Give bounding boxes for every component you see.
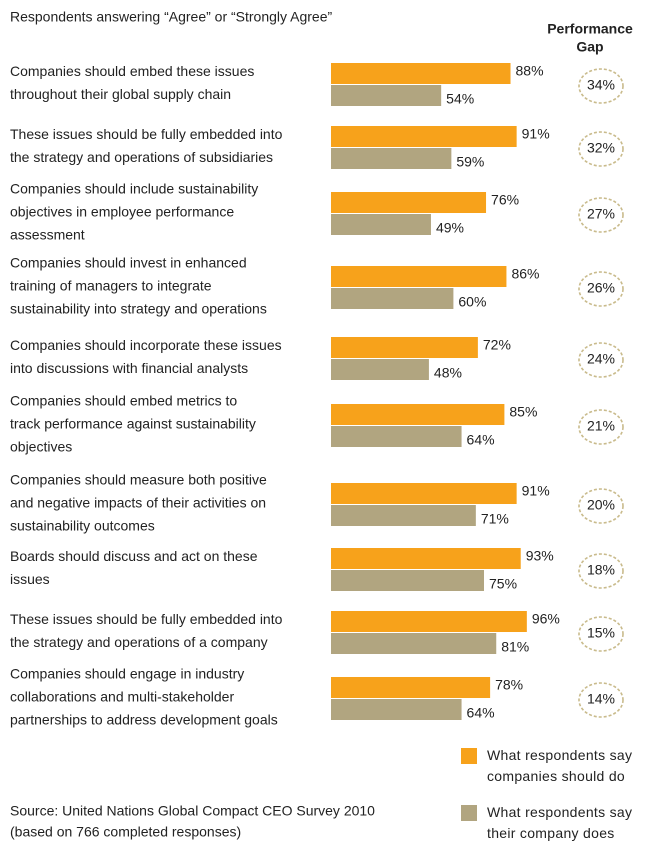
bar [331, 214, 431, 235]
gap-label: 32% [587, 140, 615, 156]
category-label: Companies should measure both positive [10, 472, 267, 488]
category-label: issues [10, 571, 50, 587]
bar [331, 611, 527, 632]
bar [331, 288, 454, 309]
value-label: 64% [467, 432, 495, 448]
gap-label: 24% [587, 351, 615, 367]
gap-circle [578, 271, 624, 307]
gap-circle [578, 342, 624, 378]
category-label: the strategy and operations of subsidiar… [10, 149, 273, 165]
category-label: sustainability into strategy and operati… [10, 301, 267, 317]
bar [331, 192, 487, 213]
value-label: 76% [491, 192, 519, 208]
gap-label: 26% [587, 280, 615, 296]
category-label: track performance against sustainability [10, 416, 256, 432]
gap-circle [578, 553, 624, 589]
bar [331, 699, 462, 720]
category-label: These issues should be fully embedded in… [10, 611, 283, 627]
bar [331, 404, 505, 425]
legend-label: What respondents say companies should do [487, 747, 633, 784]
source: Source: United Nations Global Compact CE… [10, 803, 375, 819]
bar [331, 505, 476, 526]
gap-label: 21% [587, 418, 615, 434]
value-label: 48% [434, 365, 462, 381]
gap-label: 18% [587, 562, 615, 578]
gap-label: 27% [587, 206, 615, 222]
gap-label: 20% [587, 497, 615, 513]
gap-title: Gap [576, 39, 603, 55]
value-label: 91% [522, 126, 550, 142]
value-label: 93% [526, 548, 554, 564]
category-label: Companies should include sustainability [10, 181, 258, 197]
category-label: Boards should discuss and act on these [10, 548, 258, 564]
gap-circle [578, 682, 624, 718]
gap-title: Performance [547, 21, 633, 37]
bar [331, 548, 521, 569]
bar [331, 359, 429, 380]
gap-label: 15% [587, 625, 615, 641]
bar [331, 85, 442, 106]
category-label: throughout their global supply chain [10, 86, 231, 102]
bar [331, 148, 452, 169]
legend-swatch [461, 805, 477, 821]
bar [331, 337, 478, 358]
category-label: partnerships to address development goal… [10, 712, 278, 728]
gap-circle [578, 488, 624, 524]
bar [331, 63, 511, 84]
gap-circle [578, 197, 624, 233]
value-label: 78% [495, 677, 523, 693]
category-label: training of managers to integrate [10, 278, 212, 294]
gap-label: 34% [587, 77, 615, 93]
category-label: Companies should embed these issues [10, 63, 254, 79]
category-label: and negative impacts of their activities… [10, 495, 266, 511]
chart-subtitle: Respondents answering “Agree” or “Strong… [10, 9, 333, 25]
bar [331, 570, 484, 591]
category-label: Companies should incorporate these issue… [10, 337, 282, 353]
value-label: 59% [456, 154, 484, 170]
gap-circle [578, 409, 624, 445]
category-label: the strategy and operations of a company [10, 634, 268, 650]
legend-label: What respondents say their company does [487, 804, 633, 841]
value-label: 54% [446, 91, 474, 107]
bar [331, 633, 497, 654]
category-label: sustainability outcomes [10, 518, 155, 534]
source: (based on 766 completed responses) [10, 824, 241, 840]
category-label: objectives [10, 439, 72, 455]
value-label: 96% [532, 611, 560, 627]
bar [331, 426, 462, 447]
value-label: 71% [481, 511, 509, 527]
value-label: 64% [467, 705, 495, 721]
category-label: collaborations and multi-stakeholder [10, 689, 234, 705]
bar [331, 266, 507, 287]
legend-swatch [461, 748, 477, 764]
category-label: assessment [10, 227, 85, 243]
value-label: 72% [483, 337, 511, 353]
category-label: into discussions with financial analysts [10, 360, 248, 376]
category-label: Companies should engage in industry [10, 666, 244, 682]
value-label: 49% [436, 220, 464, 236]
value-label: 60% [458, 294, 486, 310]
category-label: Companies should invest in enhanced [10, 255, 247, 271]
category-label: Companies should embed metrics to [10, 393, 237, 409]
value-label: 86% [511, 266, 539, 282]
value-label: 81% [501, 639, 529, 655]
value-label: 91% [522, 483, 550, 499]
category-label: objectives in employee performance [10, 204, 234, 220]
gap-circle [578, 68, 624, 104]
value-label: 88% [516, 63, 544, 79]
value-label: 75% [489, 576, 517, 592]
bar [331, 126, 517, 147]
gap-circle [578, 131, 624, 167]
gap-circle [578, 616, 624, 652]
bar [331, 483, 517, 504]
bar [331, 677, 491, 698]
category-label: These issues should be fully embedded in… [10, 126, 283, 142]
gap-label: 14% [587, 691, 615, 707]
value-label: 85% [509, 404, 537, 420]
